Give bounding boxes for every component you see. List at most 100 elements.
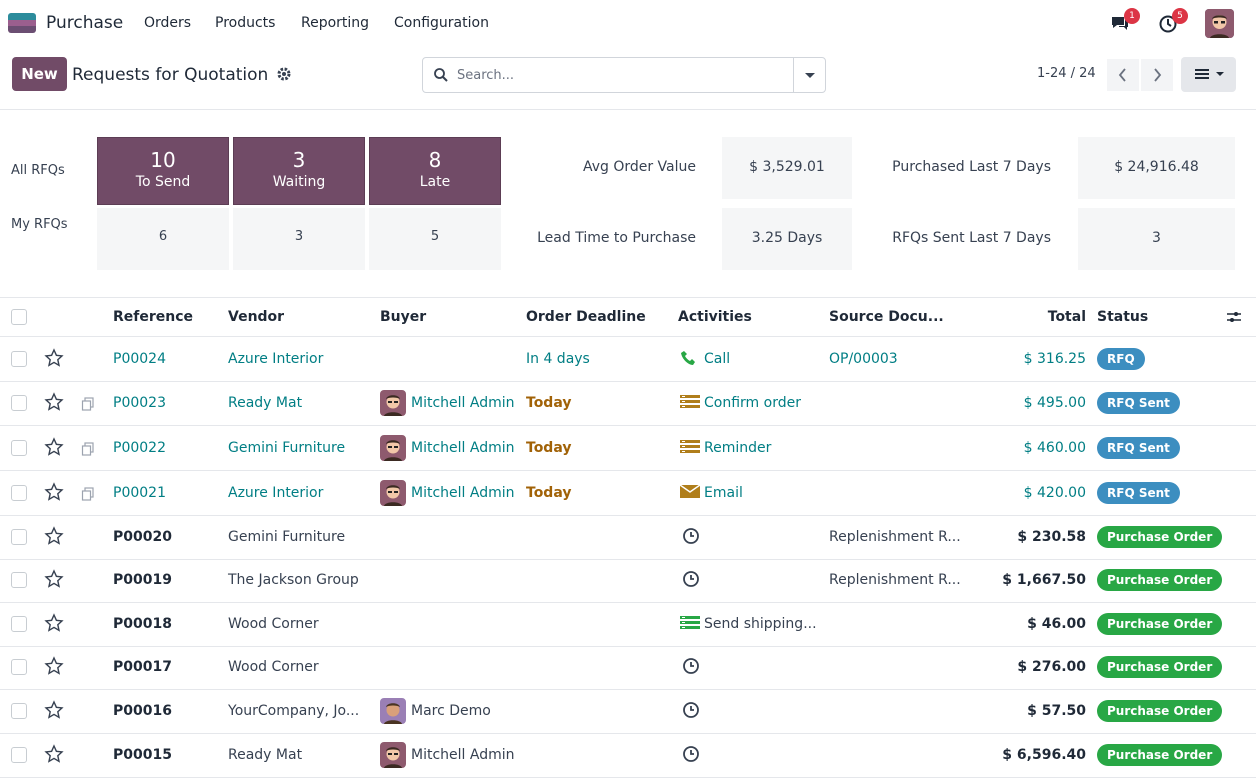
activity-cell[interactable]: Call — [704, 351, 731, 367]
column-source-document[interactable]: Source Docu... — [829, 309, 944, 325]
column-order-deadline[interactable]: Order Deadline — [526, 309, 646, 325]
reference-cell[interactable]: P00020 — [113, 529, 172, 545]
app-name[interactable]: Purchase — [46, 13, 124, 33]
table-row[interactable]: P00015 Ready Mat Mitchell Admin $ 6,596.40 P… — [0, 734, 1256, 778]
column-total[interactable]: Total — [1047, 309, 1086, 325]
favorite-star-icon[interactable] — [44, 569, 64, 589]
purchase-app-icon[interactable] — [8, 13, 36, 33]
clock-icon[interactable] — [682, 570, 702, 588]
buyer-avatar[interactable] — [380, 742, 406, 768]
reference-cell[interactable]: P00023 — [113, 395, 166, 411]
menu-configuration[interactable]: Configuration — [394, 15, 489, 31]
reference-cell[interactable]: P00022 — [113, 440, 166, 456]
my-waiting-value[interactable]: 3 — [233, 208, 365, 270]
row-checkbox[interactable] — [11, 659, 27, 675]
envelope-icon[interactable] — [679, 483, 701, 501]
pager-value[interactable]: 1-24 / 24 — [1037, 66, 1096, 81]
favorite-star-icon[interactable] — [44, 437, 64, 457]
activity-cell[interactable]: Email — [704, 485, 743, 501]
vendor-cell[interactable]: Gemini Furniture — [228, 440, 346, 456]
row-checkbox[interactable] — [11, 351, 27, 367]
tile-to-send[interactable]: 10 To Send — [97, 137, 229, 205]
buyer-avatar[interactable] — [380, 435, 406, 461]
activity-cell[interactable]: Send shipping... — [704, 616, 817, 632]
table-row[interactable]: P00021 Azure Interior Mitchell Admin Today E… — [0, 472, 1256, 516]
buyer-cell[interactable]: Mitchell Admin — [411, 440, 515, 456]
messages-icon[interactable]: 1 — [1110, 8, 1140, 34]
buyer-avatar[interactable] — [380, 390, 406, 416]
activity-cell[interactable]: Confirm order — [704, 395, 801, 411]
clock-icon[interactable] — [682, 527, 702, 545]
list-icon[interactable] — [680, 438, 700, 456]
clock-icon[interactable] — [682, 745, 702, 763]
menu-products[interactable]: Products — [215, 15, 276, 31]
row-checkbox[interactable] — [11, 747, 27, 763]
clock-icon[interactable] — [682, 657, 702, 675]
search-input[interactable] — [457, 64, 787, 86]
table-row[interactable]: P00017 Wood Corner $ 276.00 Purchase Order — [0, 646, 1256, 690]
reference-cell[interactable]: P00024 — [113, 351, 166, 367]
column-reference[interactable]: Reference — [113, 309, 194, 325]
new-button[interactable]: New — [12, 57, 67, 91]
buyer-avatar[interactable] — [380, 698, 406, 724]
activity-cell[interactable]: Reminder — [704, 440, 772, 456]
list-icon[interactable] — [680, 393, 700, 411]
vendor-cell[interactable]: Azure Interior — [228, 485, 324, 501]
duplicate-icon[interactable] — [81, 442, 95, 456]
buyer-cell[interactable]: Mitchell Admin — [411, 485, 515, 501]
buyer-cell[interactable]: Marc Demo — [411, 703, 491, 719]
select-all-checkbox[interactable] — [11, 309, 27, 325]
row-checkbox[interactable] — [11, 440, 27, 456]
search-options-toggle[interactable] — [793, 58, 825, 92]
column-activities[interactable]: Activities — [678, 309, 752, 325]
duplicate-icon[interactable] — [81, 487, 95, 501]
buyer-avatar[interactable] — [380, 480, 406, 506]
user-avatar[interactable] — [1205, 9, 1234, 38]
buyer-cell[interactable]: Mitchell Admin — [411, 747, 515, 763]
activities-clock-icon[interactable]: 5 — [1158, 8, 1188, 34]
table-row[interactable]: P00022 Gemini Furniture Mitchell Admin Toda… — [0, 427, 1256, 471]
my-late-value[interactable]: 5 — [369, 208, 501, 270]
menu-reporting[interactable]: Reporting — [301, 15, 370, 31]
reference-cell[interactable]: P00021 — [113, 485, 166, 501]
reference-cell[interactable]: P00017 — [113, 659, 172, 675]
column-vendor[interactable]: Vendor — [228, 309, 285, 325]
phone-icon[interactable] — [680, 349, 700, 367]
menu-orders[interactable]: Orders — [144, 15, 192, 31]
reference-cell[interactable]: P00016 — [113, 703, 172, 719]
buyer-cell[interactable]: Mitchell Admin — [411, 395, 515, 411]
table-row[interactable]: P00019 The Jackson Group Replenishment R..… — [0, 559, 1256, 603]
list-green-icon[interactable] — [680, 614, 700, 632]
table-row[interactable]: P00023 Ready Mat Mitchell Admin Today Confir… — [0, 382, 1256, 426]
favorite-star-icon[interactable] — [44, 613, 64, 633]
gear-icon[interactable] — [276, 66, 292, 82]
row-checkbox[interactable] — [11, 395, 27, 411]
my-to-send-value[interactable]: 6 — [97, 208, 229, 270]
favorite-star-icon[interactable] — [44, 656, 64, 676]
reference-cell[interactable]: P00019 — [113, 572, 172, 588]
row-checkbox[interactable] — [11, 616, 27, 632]
column-status[interactable]: Status — [1097, 309, 1149, 325]
favorite-star-icon[interactable] — [44, 700, 64, 720]
tile-waiting[interactable]: 3 Waiting — [233, 137, 365, 205]
favorite-star-icon[interactable] — [44, 482, 64, 502]
duplicate-icon[interactable] — [81, 397, 95, 411]
vendor-cell[interactable]: Ready Mat — [228, 395, 303, 411]
row-checkbox[interactable] — [11, 703, 27, 719]
tile-late[interactable]: 8 Late — [369, 137, 501, 205]
list-view-switcher[interactable] — [1181, 57, 1236, 92]
reference-cell[interactable]: P00015 — [113, 747, 172, 763]
table-row[interactable]: P00018 Wood Corner Send shipping... $ 46.00… — [0, 603, 1256, 647]
reference-cell[interactable]: P00018 — [113, 616, 172, 632]
favorite-star-icon[interactable] — [44, 744, 64, 764]
row-checkbox[interactable] — [11, 572, 27, 588]
row-checkbox[interactable] — [11, 529, 27, 545]
favorite-star-icon[interactable] — [44, 526, 64, 546]
row-checkbox[interactable] — [11, 485, 27, 501]
search-bar[interactable] — [422, 57, 826, 93]
favorite-star-icon[interactable] — [44, 348, 64, 368]
table-row[interactable]: P00016 YourCompany, Jo... Marc Demo $ 57.50… — [0, 690, 1256, 734]
optional-columns-icon[interactable] — [1226, 309, 1242, 329]
pager-previous-button[interactable] — [1107, 59, 1139, 91]
pager-next-button[interactable] — [1141, 59, 1173, 91]
